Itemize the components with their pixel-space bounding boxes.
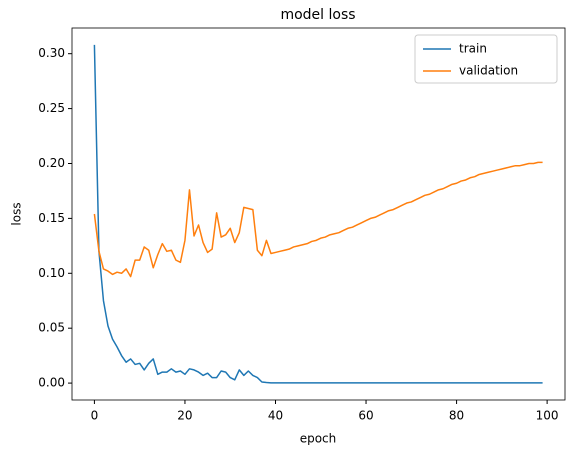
chart-title: model loss <box>280 7 355 23</box>
x-tick-label: 20 <box>177 409 192 423</box>
legend-label: validation <box>459 64 518 78</box>
y-tick-label: 0.15 <box>38 211 65 225</box>
y-tick-label: 0.00 <box>38 376 65 390</box>
y-tick-label: 0.25 <box>38 101 65 115</box>
plot-frame <box>71 27 566 401</box>
x-axis-label: epoch <box>300 432 337 446</box>
y-tick-label: 0.30 <box>38 46 65 60</box>
y-tick-label: 0.20 <box>38 156 65 170</box>
y-axis-label: loss <box>10 202 24 225</box>
x-tick-label: 0 <box>91 409 99 423</box>
y-tick-label: 0.10 <box>38 266 65 280</box>
x-tick-label: 40 <box>268 409 283 423</box>
x-tick-label: 100 <box>536 409 559 423</box>
x-tick-label: 60 <box>358 409 373 423</box>
x-tick-label: 80 <box>449 409 464 423</box>
legend-label: train <box>459 42 487 56</box>
line-series <box>93 44 543 384</box>
line-series <box>93 161 543 278</box>
y-tick-label: 0.05 <box>38 321 65 335</box>
